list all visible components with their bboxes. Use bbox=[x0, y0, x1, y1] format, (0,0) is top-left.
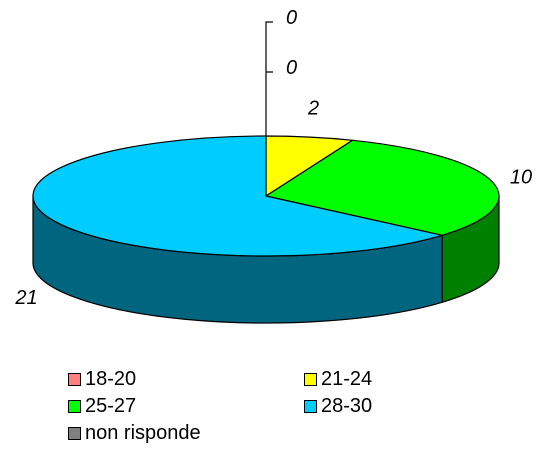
legend-label: 25-27 bbox=[85, 394, 137, 417]
pie-slice-28-30 bbox=[32, 135, 445, 257]
legend-item-21-24: 21-24 bbox=[304, 367, 484, 391]
legend-label: 18-20 bbox=[85, 367, 137, 390]
legend: 18-20 21-24 25-27 28-30 non risponde bbox=[68, 367, 488, 445]
data-label-18-20: 0 bbox=[286, 7, 297, 29]
legend-item-28-30: 28-30 bbox=[304, 394, 484, 418]
legend-label: 28-30 bbox=[321, 394, 373, 417]
zero-value-leader bbox=[265, 21, 273, 136]
legend-swatch bbox=[68, 426, 81, 440]
data-label-non-risponde: 0 bbox=[286, 57, 297, 79]
legend-item-25-27: 25-27 bbox=[68, 394, 304, 418]
legend-label: non risponde bbox=[85, 421, 201, 444]
pie-sides bbox=[32, 195, 500, 324]
pie-slice-25-27 bbox=[264, 139, 500, 236]
data-label-21-24: 2 bbox=[307, 97, 319, 119]
legend-item-non-risponde: non risponde bbox=[68, 421, 304, 445]
legend-swatch bbox=[68, 399, 81, 413]
legend-swatch bbox=[304, 399, 317, 413]
legend-label: 21-24 bbox=[321, 367, 373, 390]
legend-swatch bbox=[68, 372, 81, 386]
legend-item-18-20: 18-20 bbox=[68, 367, 304, 391]
legend-swatch bbox=[304, 372, 317, 386]
data-label-28-30: 21 bbox=[14, 287, 37, 309]
pie-tops bbox=[32, 135, 500, 257]
leader-lines bbox=[265, 21, 273, 136]
data-label-25-27: 10 bbox=[510, 167, 532, 189]
